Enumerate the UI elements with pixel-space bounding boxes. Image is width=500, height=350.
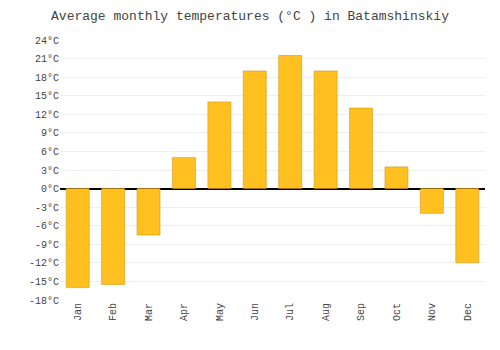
svg-text:6°C: 6°C	[41, 147, 59, 158]
svg-text:-3°C: -3°C	[35, 203, 59, 214]
svg-text:Apr: Apr	[179, 303, 190, 321]
svg-text:-12°C: -12°C	[29, 258, 59, 269]
svg-text:Sep: Sep	[356, 303, 367, 321]
svg-text:Jul: Jul	[285, 303, 296, 321]
svg-text:-6°C: -6°C	[35, 221, 59, 232]
svg-text:Jan: Jan	[73, 303, 84, 321]
svg-text:15°C: 15°C	[35, 91, 59, 102]
svg-text:12°C: 12°C	[35, 110, 59, 121]
svg-text:-18°C: -18°C	[29, 296, 59, 307]
svg-text:Oct: Oct	[392, 303, 403, 321]
svg-text:0°C: 0°C	[41, 184, 59, 195]
svg-text:Dec: Dec	[463, 303, 474, 321]
svg-text:Jun: Jun	[250, 303, 261, 321]
svg-text:Nov: Nov	[427, 303, 438, 321]
svg-text:18°C: 18°C	[35, 73, 59, 84]
svg-text:Mar: Mar	[144, 303, 155, 321]
svg-text:-15°C: -15°C	[29, 277, 59, 288]
svg-text:Feb: Feb	[108, 303, 119, 321]
svg-text:24°C: 24°C	[35, 36, 59, 47]
svg-text:9°C: 9°C	[41, 128, 59, 139]
svg-text:Average monthly temperatures (: Average monthly temperatures (°C ) in Ba…	[51, 9, 449, 24]
svg-text:Aug: Aug	[321, 303, 332, 321]
svg-text:-9°C: -9°C	[35, 240, 59, 251]
svg-text:May: May	[215, 303, 226, 321]
svg-text:21°C: 21°C	[35, 54, 59, 65]
svg-text:3°C: 3°C	[41, 166, 59, 177]
